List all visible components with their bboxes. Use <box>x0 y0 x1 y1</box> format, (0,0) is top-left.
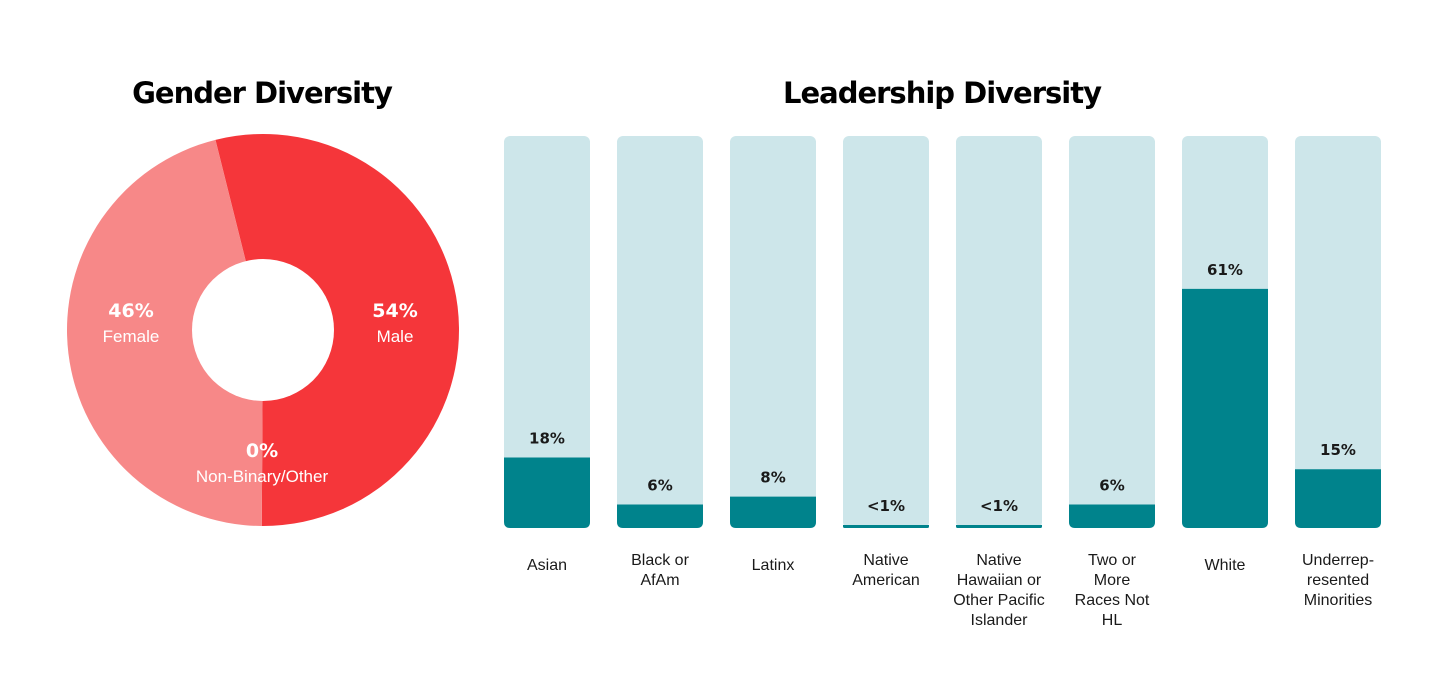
donut-hole <box>192 259 334 401</box>
gender-chart-title: Gender Diversity <box>132 76 393 110</box>
bar-5-value-label: <1% <box>980 497 1018 515</box>
donut-value-female: 46% <box>108 300 153 322</box>
bar-2-category-label: Black or AfAm <box>631 552 689 589</box>
bar-8-track <box>1295 136 1381 528</box>
bar-6-category-label: Two or More Races Not HL <box>1075 552 1150 629</box>
bar-3-category-label: Latinx <box>752 557 795 574</box>
bar-8-fill <box>1295 469 1381 528</box>
bar-4-fill <box>843 525 929 528</box>
bar-8-value-label: 15% <box>1320 441 1356 459</box>
bar-7-fill <box>1182 288 1268 528</box>
bar-6-track <box>1069 136 1155 528</box>
donut-label-non-binary-other: Non-Binary/Other <box>196 467 329 486</box>
donut-label-male: Male <box>377 327 414 346</box>
donut-value-male: 54% <box>372 300 417 322</box>
bar-1-fill <box>504 457 590 528</box>
bar-7-category-label: White <box>1205 557 1246 574</box>
bar-6-value-label: 6% <box>1099 476 1124 494</box>
bar-8-category-label: Underrep-resented Minorities <box>1302 552 1374 609</box>
bar-2-track <box>617 136 703 528</box>
bar-5-fill <box>956 525 1042 528</box>
bar-4-category-label: Native American <box>852 552 920 589</box>
bar-1-track <box>504 136 590 528</box>
bar-7-value-label: 61% <box>1207 261 1243 279</box>
donut-slice-female <box>66 139 263 526</box>
donut-label-female: Female <box>103 327 160 346</box>
bar-2-fill <box>617 504 703 528</box>
bar-3-fill <box>730 496 816 528</box>
leadership-chart-title: Leadership Diversity <box>782 76 1102 110</box>
bar-6-fill <box>1069 504 1155 528</box>
bar-1-value-label: 18% <box>529 429 565 447</box>
bar-5-category-label: Native Hawaiian or Other Pacific Islander <box>953 552 1045 629</box>
bar-4-track <box>843 136 929 528</box>
bar-3-value-label: 8% <box>760 469 785 487</box>
bar-4-value-label: <1% <box>867 497 905 515</box>
bar-3-track <box>730 136 816 528</box>
bar-1-category-label: Asian <box>527 557 567 574</box>
bar-2-value-label: 6% <box>647 476 672 494</box>
bar-5-track <box>956 136 1042 528</box>
donut-value-non-binary-other: 0% <box>246 440 278 462</box>
donut-slice-male <box>215 134 459 527</box>
